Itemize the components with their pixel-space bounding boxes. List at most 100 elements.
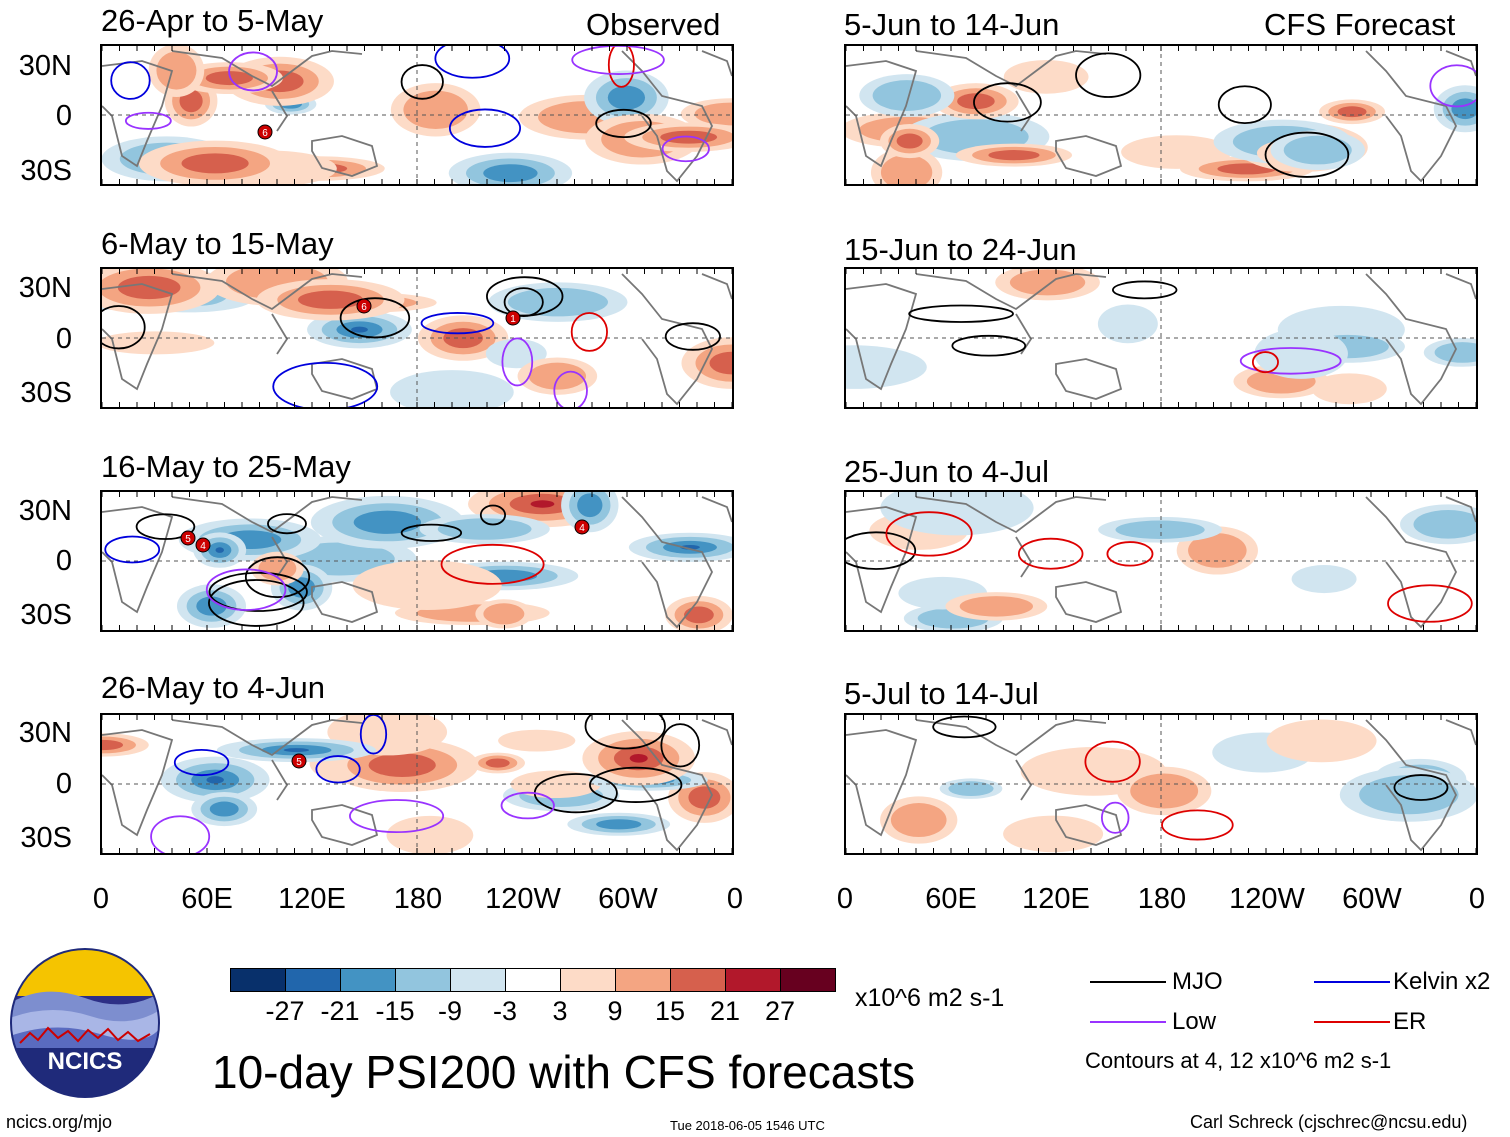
legend-label-low: Low: [1172, 1008, 1217, 1035]
wave-contour: [349, 799, 445, 834]
wave-contour: [124, 111, 172, 130]
colorbar-tick-label: -3: [492, 996, 517, 1026]
anomaly-contour: [102, 739, 124, 751]
wave-contour: [267, 513, 307, 535]
wave-contour: [434, 46, 511, 79]
wave-contour: [135, 513, 196, 540]
anomaly-contour: [390, 370, 514, 407]
coastline: [846, 60, 918, 168]
anomaly-contour: [483, 603, 525, 625]
anomaly-contour: [629, 753, 648, 763]
coastline: [915, 273, 1107, 311]
wave-contour: [973, 82, 1042, 123]
wave-contour: [553, 370, 588, 407]
wave-contour: [1100, 801, 1130, 834]
wave-contour: [570, 312, 608, 352]
coastline: [1445, 50, 1476, 77]
wave-contour: [1264, 131, 1350, 178]
anomaly-contour: [351, 326, 368, 333]
wave-contour: [846, 531, 917, 570]
footer-url[interactable]: ncics.org/mjo: [6, 1112, 113, 1132]
coastline: [1365, 50, 1458, 183]
lat-label-30s: 30S: [20, 377, 72, 409]
colorbar-tick-label: 15: [654, 996, 686, 1026]
lat-label-30n: 30N: [18, 495, 72, 527]
anomaly-contour: [297, 290, 364, 309]
anomaly-contour: [209, 801, 239, 817]
wave-contour: [1387, 584, 1473, 623]
colorbar-swatch: [395, 968, 451, 992]
anomaly-contour: [353, 510, 422, 534]
coastline: [1445, 273, 1476, 300]
coastline: [846, 283, 918, 391]
coastline: [171, 50, 363, 88]
anomaly-contour: [577, 493, 603, 518]
anomaly-contour: [1188, 533, 1247, 568]
wave-contour: [951, 334, 1027, 357]
wave-contour: [500, 791, 555, 820]
lon-label: 120E: [1022, 883, 1090, 915]
colorbar-tick-label: 3: [552, 996, 568, 1026]
storm-marker: 4: [574, 519, 590, 540]
psi-map: [102, 492, 732, 630]
coastline: [271, 536, 289, 578]
anomaly-contour: [1283, 135, 1352, 165]
map-panel-forecast-3: [844, 490, 1478, 632]
anomaly-contour: [1003, 815, 1104, 853]
psi-map: [846, 492, 1476, 630]
psi-map: [846, 715, 1476, 853]
colorbar-swatch: [285, 968, 341, 992]
anomaly-contour: [880, 492, 1034, 536]
legend-line-mjo: [1090, 981, 1166, 983]
coastline: [621, 719, 714, 852]
anomaly-contour: [498, 729, 576, 752]
lat-label-eq: 0: [55, 768, 72, 800]
anomaly-contour: [196, 596, 227, 616]
footer-author: Carl Schreck (cjschrec@ncsu.edu): [1190, 1112, 1468, 1132]
contour-note: Contours at 4, 12 x10^6 m2 s-1: [1085, 1048, 1392, 1073]
lon-label: 60W: [1342, 883, 1402, 915]
colorbar-swatch: [725, 968, 781, 992]
coastline: [271, 313, 289, 355]
observed-label: Observed: [586, 7, 721, 42]
wave-contour: [1161, 809, 1234, 841]
coastline: [701, 496, 732, 523]
anomaly-contour: [988, 150, 1040, 161]
wave-contour: [1017, 537, 1084, 570]
lon-label: 120W: [1229, 883, 1305, 915]
svg-text:4: 4: [579, 523, 585, 534]
coastline: [1055, 581, 1123, 623]
anomaly-contour: [1115, 520, 1205, 539]
observed-panel-title-3: 16-May to 25-May: [101, 449, 351, 484]
anomaly-contour: [959, 596, 1033, 617]
coastline: [846, 729, 918, 837]
map-panel-observed-4: [100, 713, 734, 855]
coastline: [1445, 719, 1476, 746]
wave-contour: [1112, 280, 1178, 300]
lon-label: 120E: [278, 883, 346, 915]
anomaly-contour: [846, 345, 927, 389]
wave-contour: [885, 511, 973, 557]
colorbar-tick-label: 21: [709, 996, 741, 1026]
colorbar-swatch: [230, 968, 286, 992]
colorbar-swatch: [450, 968, 506, 992]
wave-contour: [339, 297, 411, 339]
legend-line-low: [1090, 1021, 1166, 1023]
observed-panel-title-2: 6-May to 15-May: [101, 226, 334, 261]
colorbar-tick-label: -9: [437, 996, 462, 1026]
coastline: [102, 506, 174, 614]
wave-contour: [1251, 351, 1279, 374]
psi-map: [102, 269, 732, 407]
map-panel-observed-1: [100, 44, 734, 186]
wave-contour: [359, 715, 388, 755]
coastline: [102, 729, 174, 837]
wave-contour: [244, 556, 311, 599]
wave-contour: [205, 568, 287, 611]
coastline: [102, 60, 174, 168]
wave-contour: [173, 748, 230, 777]
anomaly-contour: [607, 85, 646, 110]
footer-timestamp: Tue 2018-06-05 1546 UTC: [670, 1118, 825, 1133]
colorbar-swatch: [670, 968, 726, 992]
anomaly-contour: [403, 90, 468, 129]
wave-contour: [1429, 64, 1476, 108]
